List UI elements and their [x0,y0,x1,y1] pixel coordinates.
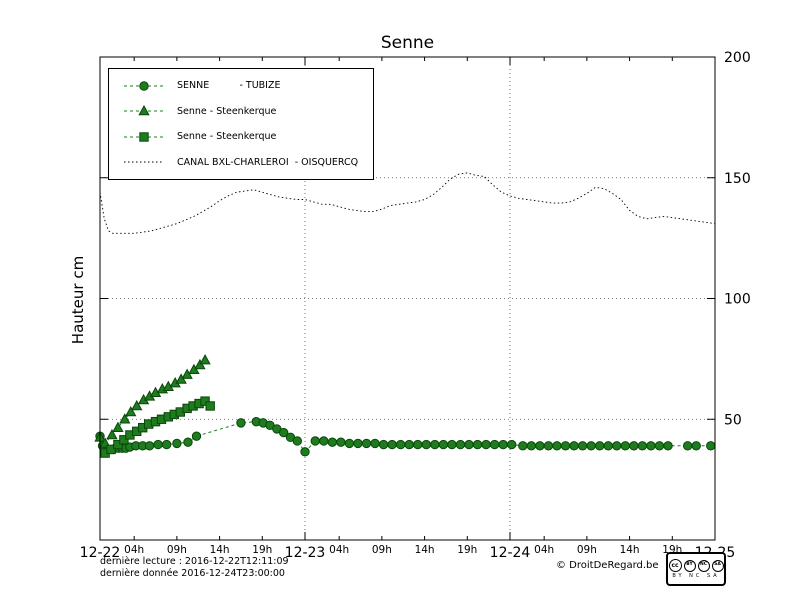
legend-marker-line-icon [124,161,164,163]
series-3 [99,172,716,234]
legend-marker-circle-icon [124,81,164,91]
y-tick-label: 100 [724,292,751,308]
cc-logo-icon: cc [668,559,682,572]
legend-marker-triangle-icon [124,105,164,116]
x-minor-label: 04h [534,544,554,556]
cc-icon-row: cc BY NC SA [668,559,724,572]
cc-license-badge: cc BY NC SA BY NC SA [666,552,726,586]
legend-row-canal: CANAL BXL-CHARLEROI - OISQUERCQ [109,156,373,168]
x-major-label: 12-24 [490,545,531,561]
series-1 [94,354,211,448]
footer-metadata: dernière lecture : 2016-12-22T12:11:09 d… [100,556,289,580]
series-0 [95,416,716,457]
x-minor-label: 09h [372,544,392,556]
x-minor-label: 14h [415,544,435,556]
x-minor-label: 19h [457,544,477,556]
copyright-text: © DroitDeRegard.be [556,560,659,571]
x-major-label: 12-22 [80,545,121,561]
x-minor-label: 14h [620,544,640,556]
legend-row-tubize: SENNE - TUBIZE [109,80,373,92]
legend-label-steenkerque-1: Senne - Steenkerque [177,105,277,117]
x-minor-label: 19h [252,544,272,556]
cc-nc-icon: NC [697,559,710,572]
x-major-label: 12-23 [285,545,326,561]
x-minor-label: 04h [329,544,349,556]
series-2 [100,396,215,458]
legend-label-canal: CANAL BXL-CHARLEROI - OISQUERCQ [177,156,359,168]
legend-row-steenkerque-1: Senne - Steenkerque [109,105,373,117]
legend-row-steenkerque-2: Senne - Steenkerque [109,131,373,143]
cc-sa-icon: SA [711,559,724,572]
y-tick-label: 50 [724,412,742,428]
tick-labels: 12-2212-2312-2412-2504h09h14h19h04h09h14… [80,50,751,561]
cc-by-icon: BY [683,559,696,572]
x-minor-label: 14h [210,544,230,556]
legend: SENNE - TUBIZE Senne - Steenkerque Senne… [108,68,374,180]
y-tick-label: 150 [724,171,751,187]
legend-label-steenkerque-2: Senne - Steenkerque [177,131,277,143]
y-tick-label: 200 [724,50,751,66]
x-minor-label: 04h [124,544,144,556]
last-reading-text: dernière lecture : 2016-12-22T12:11:09 [100,556,289,567]
legend-label-tubize: SENNE - TUBIZE [177,80,281,92]
chart-title: Senne [380,33,435,53]
last-data-text: dernière donnée 2016-12-24T23:00:00 [100,568,285,579]
cc-caption: BY NC SA [672,573,720,579]
legend-marker-square-icon [124,132,164,142]
tick-marks [99,56,716,540]
x-minor-label: 09h [167,544,187,556]
x-minor-label: 09h [577,544,597,556]
